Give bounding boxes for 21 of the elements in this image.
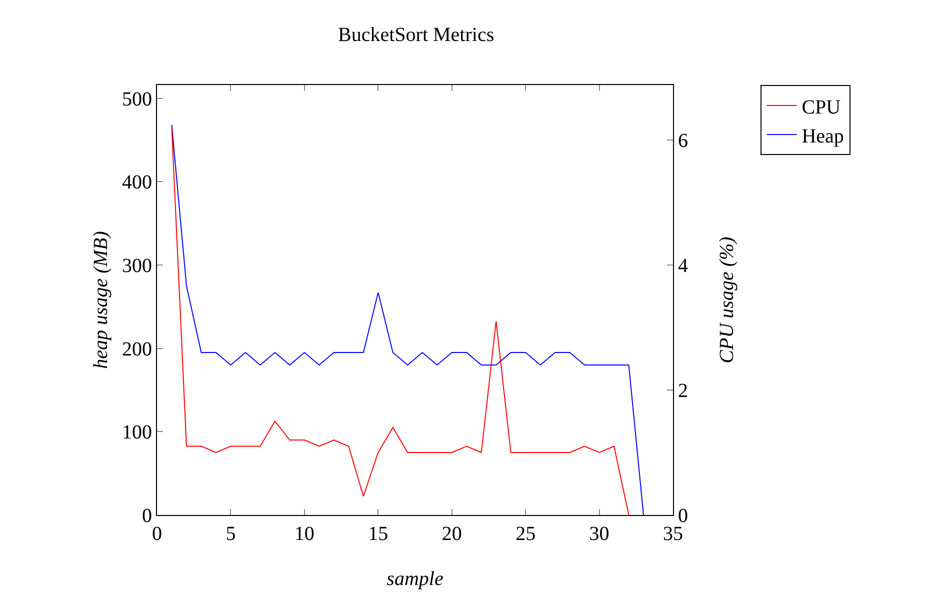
- y-tick-label: 500: [122, 88, 152, 110]
- x-tick-label: 25: [516, 523, 536, 545]
- x-tick-label: 5: [226, 523, 236, 545]
- x-tick-label: 10: [294, 523, 314, 545]
- y2-tick-label: 6: [678, 130, 688, 152]
- x-tick-label: 15: [368, 523, 388, 545]
- chart-title: BucketSort Metrics: [338, 24, 494, 46]
- y-tick-label: 300: [122, 255, 152, 277]
- x-tick-label: 20: [442, 523, 462, 545]
- legend-label: Heap: [802, 125, 844, 148]
- x-axis-title: sample: [386, 568, 444, 590]
- y-axis-title: heap usage (MB): [90, 230, 112, 369]
- y-tick-label: 100: [122, 422, 152, 444]
- y-tick-label: 200: [122, 338, 152, 360]
- x-tick-label: 30: [589, 523, 610, 545]
- y2-tick-label: 2: [678, 380, 688, 402]
- y2-axis-title: CPU usage (%): [716, 236, 738, 364]
- y2-tick-label: 4: [678, 255, 688, 277]
- legend-label: CPU: [802, 96, 842, 118]
- y-tick-label: 400: [122, 172, 152, 194]
- y-tick-label: 0: [142, 505, 152, 527]
